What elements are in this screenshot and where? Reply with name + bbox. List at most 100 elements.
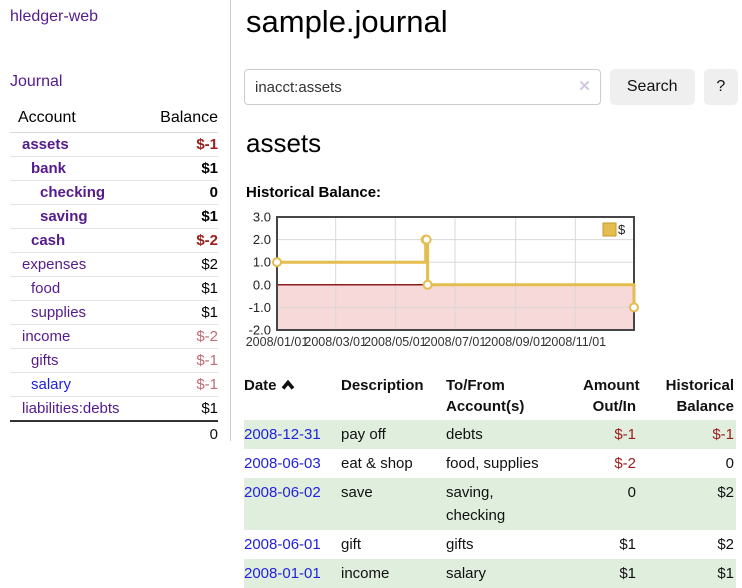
legend-label: $ bbox=[618, 222, 626, 237]
accounts-total-value: 0 bbox=[146, 420, 218, 448]
transaction-date-link[interactable]: 2008-06-02 bbox=[244, 478, 341, 530]
account-row: liabilities:debts $1 bbox=[10, 396, 218, 421]
account-row: checking 0 bbox=[10, 180, 218, 205]
account-row: gifts $-1 bbox=[10, 348, 218, 373]
account-link[interactable]: income bbox=[22, 328, 71, 345]
y-axis-tick-label: -2.0 bbox=[249, 323, 271, 338]
transaction-row: 2008-06-03 eat & shop food, supplies $-2 0 bbox=[244, 449, 736, 478]
transaction-accounts: debts bbox=[446, 420, 583, 449]
account-balance: $-1 bbox=[146, 348, 218, 373]
account-row: food $1 bbox=[10, 276, 218, 301]
account-row: cash $-2 bbox=[10, 228, 218, 253]
account-balance: $2 bbox=[146, 252, 218, 277]
account-link[interactable]: saving bbox=[40, 208, 88, 225]
transaction-description: pay off bbox=[341, 420, 446, 449]
search-bar: ✕ Search ? bbox=[244, 69, 738, 105]
accounts-total-row: 0 bbox=[10, 420, 218, 448]
register-header-date[interactable]: Date bbox=[244, 373, 341, 420]
transaction-accounts: gifts bbox=[446, 536, 474, 553]
y-axis-tick-label: 0.0 bbox=[253, 277, 271, 292]
transaction-description: gift bbox=[341, 536, 362, 553]
account-balance: $-1 bbox=[196, 136, 218, 153]
legend-swatch bbox=[602, 222, 617, 237]
transaction-description: save bbox=[341, 478, 446, 530]
account-link[interactable]: checking bbox=[40, 184, 106, 201]
data-point-marker bbox=[629, 302, 639, 313]
account-section-title: assets bbox=[246, 128, 322, 158]
sidebar-item-journal[interactable]: Journal bbox=[10, 73, 63, 90]
x-axis-tick-label: 2008/01/01 bbox=[246, 335, 309, 349]
search-button[interactable]: Search bbox=[609, 69, 695, 105]
transaction-balance: $2 bbox=[638, 478, 736, 530]
account-link[interactable]: gifts bbox=[31, 352, 59, 369]
accounts-table-body: assets $-1 bank $1 checking 0 saving $1 cash $-2 e… bbox=[10, 133, 218, 421]
transaction-accounts: salary bbox=[446, 559, 583, 588]
accounts-header-balance: Balance bbox=[146, 105, 218, 133]
x-axis-tick-label: 2008/11/01 bbox=[544, 335, 606, 349]
register-header-description: Description bbox=[341, 377, 424, 394]
register-header-accounts: To/From Account(s) bbox=[446, 377, 525, 415]
data-point-marker bbox=[272, 257, 282, 268]
transaction-date-link[interactable]: 2008-06-01 bbox=[244, 536, 321, 553]
transaction-amount: $1 bbox=[583, 559, 638, 588]
transaction-amount: $1 bbox=[619, 536, 636, 553]
register-header-balance: Historical Balance bbox=[665, 377, 734, 415]
transaction-row: 2008-06-01 gift gifts $1 $2 bbox=[244, 530, 736, 559]
help-button[interactable]: ? bbox=[703, 69, 738, 105]
account-balance: $1 bbox=[146, 276, 218, 301]
clear-search-icon[interactable]: ✕ bbox=[578, 78, 591, 95]
search-input[interactable] bbox=[244, 69, 601, 105]
data-point-marker bbox=[422, 279, 433, 290]
transaction-amount: $-1 bbox=[583, 420, 638, 449]
account-link[interactable]: expenses bbox=[22, 256, 87, 273]
transaction-row: 2008-06-02 save saving, checking 0 $2 bbox=[244, 478, 736, 530]
account-link[interactable]: food bbox=[31, 280, 61, 297]
register-table-body: 2008-12-31 pay off debts $-1 $-1 2008-06-03 ea… bbox=[244, 420, 736, 588]
register-header-amount: Amount Out/In bbox=[583, 377, 640, 415]
transaction-date-link[interactable]: 2008-01-01 bbox=[244, 559, 341, 588]
account-balance: $1 bbox=[146, 204, 218, 229]
transaction-description: income bbox=[341, 559, 446, 588]
transaction-amount: $-2 bbox=[614, 455, 636, 472]
account-link[interactable]: bank bbox=[31, 160, 67, 177]
register-table: Date Description To/From Account(s) Amou… bbox=[244, 373, 736, 588]
account-balance: $-2 bbox=[146, 324, 218, 349]
y-axis-tick-label: 1.0 bbox=[253, 255, 271, 270]
account-row: salary $-1 bbox=[10, 372, 218, 397]
account-row: assets $-1 bbox=[10, 133, 218, 157]
y-axis-tick-label: -1.0 bbox=[249, 300, 271, 315]
app-title-link[interactable]: hledger-web bbox=[10, 8, 99, 25]
account-link[interactable]: salary bbox=[31, 376, 72, 393]
account-balance: 0 bbox=[146, 180, 218, 205]
account-balance: $1 bbox=[146, 396, 218, 421]
transaction-accounts: food, supplies bbox=[446, 455, 539, 472]
account-link[interactable]: assets bbox=[22, 136, 69, 153]
sort-asc-icon bbox=[281, 376, 295, 397]
historical-balance-chart: 2008/01/012008/03/012008/05/012008/07/01… bbox=[246, 210, 639, 349]
transaction-balance: $-1 bbox=[638, 420, 736, 449]
chart-title: Historical Balance: bbox=[246, 184, 382, 201]
account-balance: $-2 bbox=[146, 228, 218, 253]
transaction-amount: 0 bbox=[583, 478, 638, 530]
sidebar: hledger-web Journal Account Balance asse… bbox=[0, 0, 231, 448]
accounts-header-account: Account bbox=[10, 105, 147, 133]
transaction-accounts: saving, checking bbox=[446, 478, 583, 530]
account-balance: $1 bbox=[146, 300, 218, 325]
transaction-date-link[interactable]: 2008-12-31 bbox=[244, 420, 341, 449]
account-link[interactable]: liabilities:debts bbox=[22, 400, 120, 417]
transaction-balance: $2 bbox=[717, 536, 734, 553]
account-balance: $-1 bbox=[146, 372, 218, 397]
account-link[interactable]: cash bbox=[31, 232, 66, 249]
transaction-date-link[interactable]: 2008-06-03 bbox=[244, 455, 321, 472]
account-balance: $1 bbox=[146, 156, 218, 181]
transaction-row: 2008-12-31 pay off debts $-1 $-1 bbox=[244, 420, 736, 449]
transaction-balance: $1 bbox=[638, 559, 736, 588]
account-row: income $-2 bbox=[10, 324, 218, 349]
x-axis-tick-label: 2008/07/01 bbox=[424, 335, 487, 349]
account-row: bank $1 bbox=[10, 156, 218, 181]
account-link[interactable]: supplies bbox=[31, 304, 87, 321]
page-title: sample.journal bbox=[246, 4, 448, 39]
x-axis-tick-label: 2008/03/01 bbox=[304, 335, 367, 349]
accounts-table: Account Balance assets $-1 bank $1 checking 0… bbox=[10, 105, 218, 448]
y-axis-tick-label: 3.0 bbox=[253, 210, 271, 225]
